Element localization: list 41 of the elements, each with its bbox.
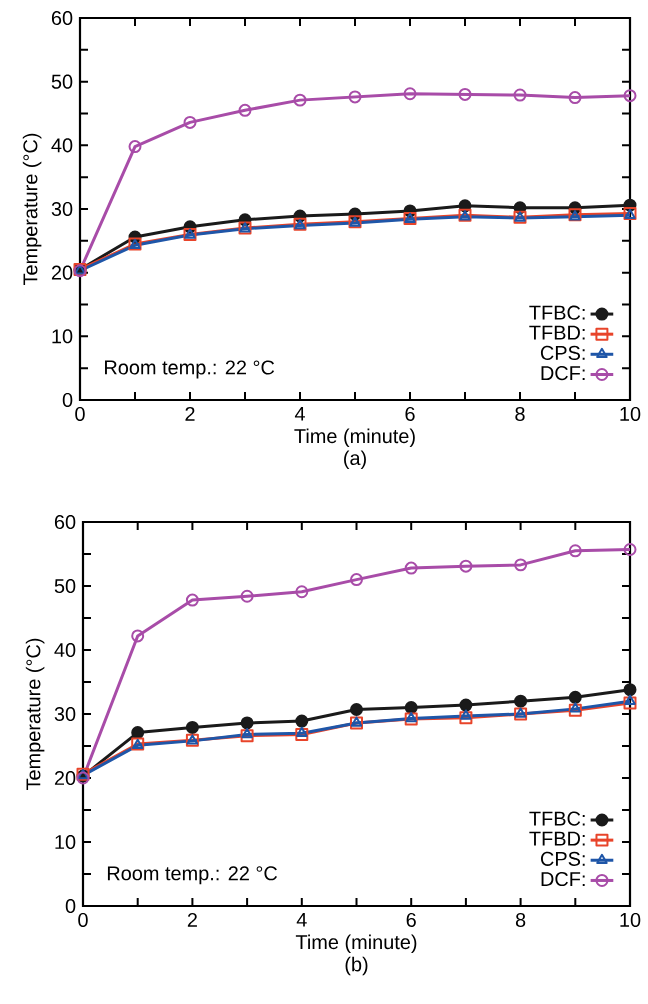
legend-label: TFBD: xyxy=(529,325,585,340)
x-tick-label: 2 xyxy=(185,406,195,421)
x-tick-label: 8 xyxy=(515,406,525,421)
x-tick-label: 10 xyxy=(620,406,641,421)
x-axis-title: Time (minute) xyxy=(294,428,415,448)
y-tick-label: 60 xyxy=(52,10,73,26)
y-tick-label: 40 xyxy=(54,642,76,658)
x-tick-label: 4 xyxy=(296,912,307,927)
y-tick-label: 20 xyxy=(55,770,76,786)
x-tick-label: 6 xyxy=(405,406,415,421)
annotation: Room temp.: 22 °C xyxy=(108,866,278,885)
x-tick-label: 0 xyxy=(78,912,88,928)
y-tick-label: 30 xyxy=(54,706,76,722)
legend-label: DCF: xyxy=(541,872,585,887)
x-tick-label: 4 xyxy=(295,406,306,421)
y-tick-label: 10 xyxy=(55,834,76,850)
x-tick-label: 10 xyxy=(620,912,641,928)
legend-label: TFBC: xyxy=(529,305,585,320)
legend-label: CPS: xyxy=(541,345,585,360)
y-tick-label: 50 xyxy=(51,74,73,89)
legend-label: DCF: xyxy=(541,366,585,381)
x-tick-label: 8 xyxy=(516,912,526,928)
x-tick-label: 2 xyxy=(188,912,198,927)
y-tick-label: 10 xyxy=(52,329,73,344)
y-tick-label: 40 xyxy=(51,138,73,153)
y-tick-label: 60 xyxy=(55,514,76,530)
y-tick-label: 30 xyxy=(51,201,73,217)
text: (b) xyxy=(345,956,368,976)
legend-label: CPS: xyxy=(541,851,585,866)
y-axis-title: Temperature (°C) xyxy=(22,133,42,286)
legend-label: TFBC: xyxy=(529,811,585,826)
x-tick-label: 6 xyxy=(406,912,417,928)
x-axis-title: Time (minute) xyxy=(296,934,417,954)
y-tick-label: 50 xyxy=(54,578,76,594)
annotation: Room temp.: 22 °C xyxy=(105,360,275,379)
y-tick-label: 0 xyxy=(62,392,73,408)
legend-label: TFBD: xyxy=(529,831,585,846)
y-axis-title: Temperature (°C) xyxy=(25,638,45,791)
y-tick-label: 20 xyxy=(52,265,73,280)
text: (a) xyxy=(344,450,367,470)
y-tick-label: 0 xyxy=(65,898,76,914)
